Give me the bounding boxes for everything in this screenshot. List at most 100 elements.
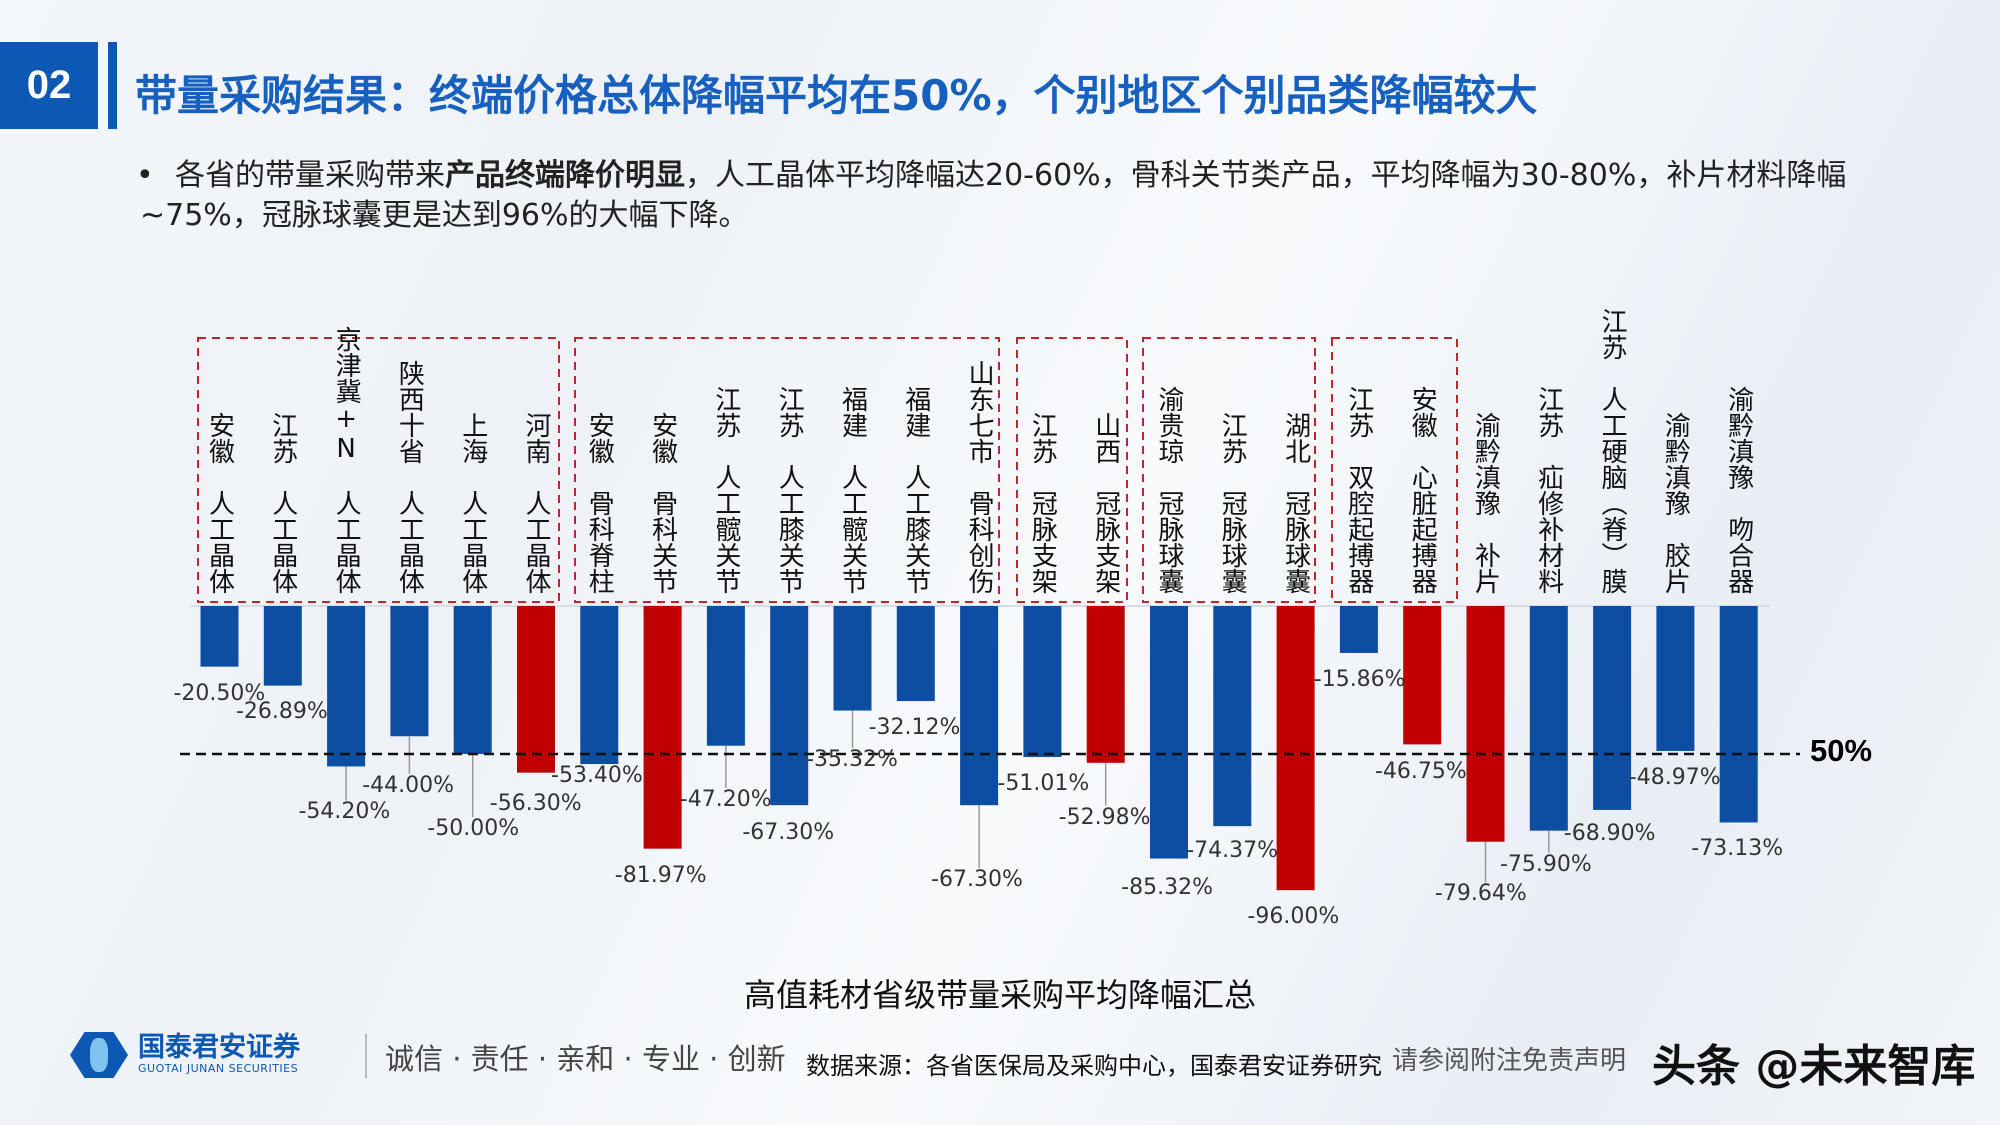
bar <box>1086 606 1125 763</box>
data-label: -26.89% <box>235 698 328 724</box>
logo-en: GUOTAI JUNAN SECURITIES <box>138 1062 299 1075</box>
data-label: -67.30% <box>742 819 835 845</box>
data-label: -47.20% <box>679 786 772 812</box>
bullet-pre: 各省的带量采购带来 <box>175 158 445 193</box>
category-label: 山西 冠脉支架 <box>1090 412 1121 594</box>
bar <box>580 606 619 765</box>
bar <box>453 606 492 754</box>
bar <box>263 606 302 686</box>
data-label: -68.90% <box>1563 821 1656 847</box>
data-label: -15.86% <box>1313 666 1406 692</box>
category-label: 河南 人工晶体 <box>521 412 551 594</box>
category-label: 上海 人工晶体 <box>457 412 488 594</box>
category-label: 渝黔滇豫 胶片 <box>1660 412 1691 594</box>
data-label: -52.98% <box>1058 804 1151 830</box>
category-label: 江苏 冠脉球囊 <box>1217 412 1248 594</box>
chart-title: 高值耗材省级带量采购平均降幅汇总 <box>0 970 2000 1016</box>
category-label: 江苏 人工膝关节 <box>774 386 805 594</box>
bar <box>1150 606 1188 859</box>
logo-cn: 国泰君安证券 <box>138 1032 300 1063</box>
data-label: -74.37% <box>1186 837 1279 863</box>
category-label: 安徽 心脏起搏器 <box>1407 386 1438 594</box>
data-label: -75.90% <box>1499 851 1592 877</box>
data-label: -81.97% <box>614 863 707 889</box>
data-label: -46.75% <box>1374 758 1467 784</box>
bullet-bold: 产品终端降价明显 <box>445 158 685 193</box>
reference-line-label: 50% <box>1810 733 1873 768</box>
data-label: -51.01% <box>997 771 1090 797</box>
section-number-badge: 02 <box>0 42 98 129</box>
bar <box>833 606 872 711</box>
data-label: -48.97% <box>1628 765 1721 791</box>
logo-icon <box>70 1032 128 1078</box>
data-source: 数据来源：各省医保局及采购中心，国泰君安证券研究 <box>806 1052 1382 1080</box>
company-motto: 诚信 · 责任 · 亲和 · 专业 · 创新 <box>385 1042 786 1076</box>
watermark: 头条 @未来智库 <box>1652 1041 1976 1092</box>
data-label: -56.30% <box>489 790 582 816</box>
category-label: 渝黔滇豫 吻合器 <box>1723 386 1754 594</box>
bar <box>327 606 366 767</box>
disclaimer: 请参阅附注免责声明 <box>1392 1046 1627 1076</box>
category-label: 江苏 双腔起搏器 <box>1343 386 1374 594</box>
category-label: 安徽 骨科关节 <box>647 412 678 594</box>
group-box-2 <box>574 337 1000 603</box>
category-label: 江苏 人工髋关节 <box>710 386 741 594</box>
data-label: -54.20% <box>298 799 391 825</box>
category-label: 湖北 冠脉球囊 <box>1280 412 1311 594</box>
bar <box>1656 606 1695 751</box>
logo-text: 国泰君安证券 GUOTAI JUNAN SECURITIES <box>138 1034 300 1076</box>
title-accent-bar <box>108 42 117 129</box>
data-label: -50.00% <box>427 816 520 842</box>
bar <box>200 606 239 667</box>
category-label: 陕西十省 人工晶体 <box>394 360 425 594</box>
bullet-dot: • <box>136 158 154 193</box>
bar <box>1213 606 1252 827</box>
category-label: 江苏 冠脉支架 <box>1027 412 1058 594</box>
bar <box>1529 606 1568 831</box>
data-label: -53.40% <box>551 762 643 788</box>
bar <box>1403 606 1442 745</box>
group-box-4 <box>1142 337 1316 603</box>
category-label: 福建 人工髋关节 <box>837 386 868 594</box>
group-box-5 <box>1331 337 1458 603</box>
data-label: -32.12% <box>868 715 961 741</box>
bar <box>517 606 555 773</box>
group-box-1 <box>197 337 560 603</box>
data-label: -79.64% <box>1434 881 1527 907</box>
page-title: 带量采购结果：终端价格总体降幅平均在50%，个别地区个别品类降幅较大 <box>135 71 1538 120</box>
footer-divider <box>365 1034 367 1078</box>
bar <box>706 606 745 746</box>
bar <box>1466 606 1505 842</box>
data-label: -20.50% <box>173 680 266 706</box>
bar <box>896 606 935 702</box>
bar <box>1719 606 1758 823</box>
data-label: -96.00% <box>1247 904 1340 930</box>
category-label: 山东七市 骨科创伤 <box>964 360 995 594</box>
data-label: -85.32% <box>1121 874 1213 900</box>
category-label: 安徽 人工晶体 <box>204 412 235 594</box>
data-label: -73.13% <box>1691 836 1784 862</box>
bar <box>1276 606 1315 891</box>
group-box-3 <box>1016 337 1128 603</box>
company-logo: 国泰君安证券 GUOTAI JUNAN SECURITIES <box>70 1032 300 1078</box>
chart-title-text: 高值耗材省级带量采购平均降幅汇总 <box>743 976 1256 1014</box>
bar <box>1593 606 1632 810</box>
data-label: -67.30% <box>931 867 1023 893</box>
category-label: 渝贵琼 冠脉球囊 <box>1154 386 1184 594</box>
category-label: 京津冀+N 人工晶体 <box>331 326 362 594</box>
data-label: -44.00% <box>362 772 455 798</box>
category-label: 江苏 人工硬脑（脊）膜 <box>1597 308 1628 594</box>
category-label: 渝黔滇豫 补片 <box>1470 412 1501 594</box>
bar <box>643 606 682 849</box>
category-label: 江苏 疝修补材料 <box>1533 386 1564 594</box>
bar <box>390 606 429 737</box>
bullet-text: • 各省的带量采购带来产品终端降价明显，人工晶体平均降幅达20-60%，骨科关节类… <box>136 156 1860 236</box>
category-label: 江苏 人工晶体 <box>267 412 298 594</box>
data-label: -35.32% <box>806 747 898 773</box>
bar <box>1023 606 1062 757</box>
bar <box>1339 606 1378 653</box>
category-label: 安徽 骨科脊柱 <box>584 412 615 594</box>
bar <box>960 606 999 806</box>
category-label: 福建 人工膝关节 <box>900 386 931 594</box>
